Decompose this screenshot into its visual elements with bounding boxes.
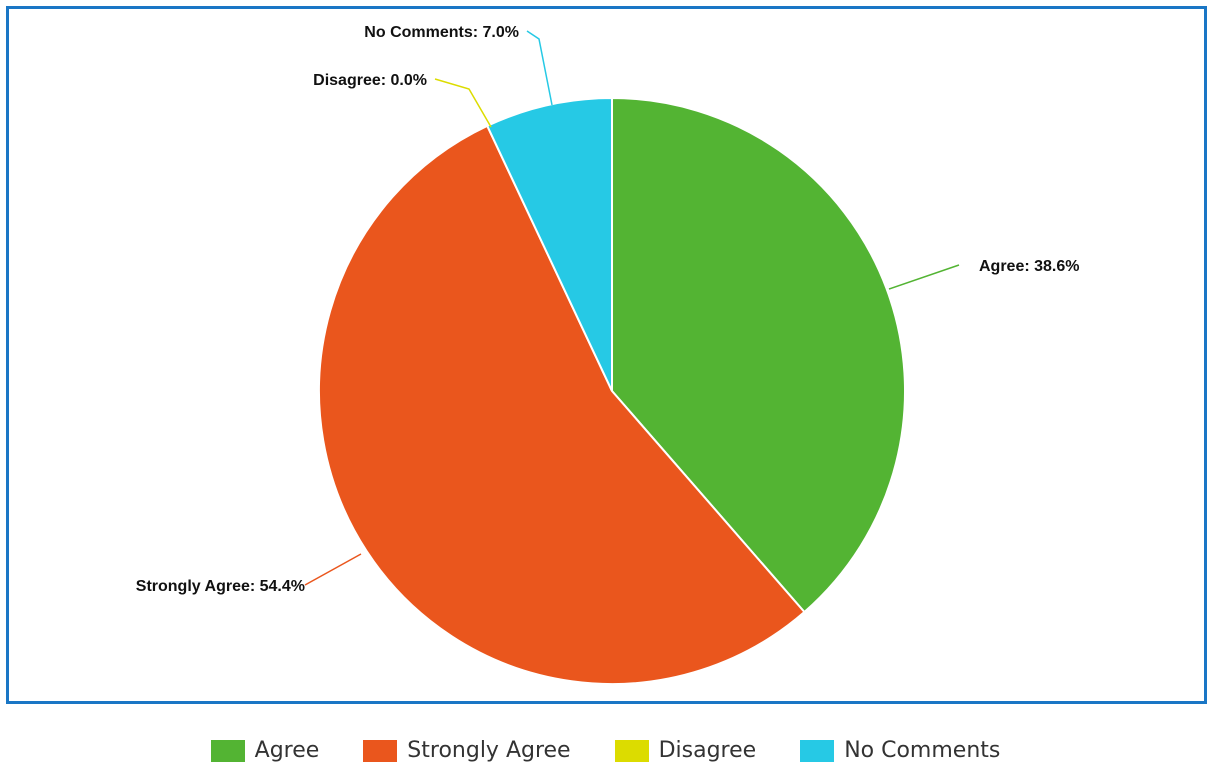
chart-frame: Agree: 38.6% Strongly Agree: 54.4% Disagre…	[6, 6, 1207, 704]
legend-swatch-strongly-agree	[363, 739, 398, 762]
connector-agree	[888, 264, 960, 290]
legend-swatch-no-comments	[800, 739, 835, 762]
pie-slice-strongly-agree[interactable]	[318, 124, 806, 686]
legend-item-agree[interactable]: Agree	[210, 738, 320, 763]
slice-labels: Agree: 38.6% Strongly Agree: 54.4% Disagre…	[136, 24, 1080, 595]
pie-chart: Agree: 38.6% Strongly Agree: 54.4% Disagre…	[136, 24, 1080, 686]
slice-label-no-comments: No Comments: 7.0%	[364, 24, 519, 41]
connector-disagree	[434, 78, 492, 128]
connector-strongly-agree	[304, 553, 362, 586]
slice-label-disagree: Disagree: 0.0%	[313, 72, 427, 89]
legend-label-agree: Agree	[254, 738, 320, 763]
pie-slices	[318, 96, 906, 686]
legend-item-no-comments[interactable]: No Comments	[800, 738, 1000, 763]
legend-item-disagree[interactable]: Disagree	[614, 738, 757, 763]
pie-slice-no-comments[interactable]	[485, 96, 613, 392]
legend-label-disagree: Disagree	[658, 738, 757, 763]
legend-label-no-comments: No Comments	[844, 738, 1001, 763]
legend: Agree Strongly Agree Disagree No Comments	[0, 738, 1211, 763]
pie-slice-agree[interactable]	[611, 96, 906, 614]
legend-item-strongly-agree[interactable]: Strongly Agree	[363, 738, 571, 763]
slice-label-strongly-agree: Strongly Agree: 54.4%	[136, 578, 305, 595]
legend-swatch-agree	[210, 739, 245, 762]
legend-label-strongly-agree: Strongly Agree	[407, 738, 571, 763]
slice-label-agree: Agree: 38.6%	[979, 258, 1080, 275]
legend-swatch-disagree	[614, 739, 649, 762]
connector-no-comments	[526, 30, 553, 106]
label-connectors	[304, 30, 960, 586]
